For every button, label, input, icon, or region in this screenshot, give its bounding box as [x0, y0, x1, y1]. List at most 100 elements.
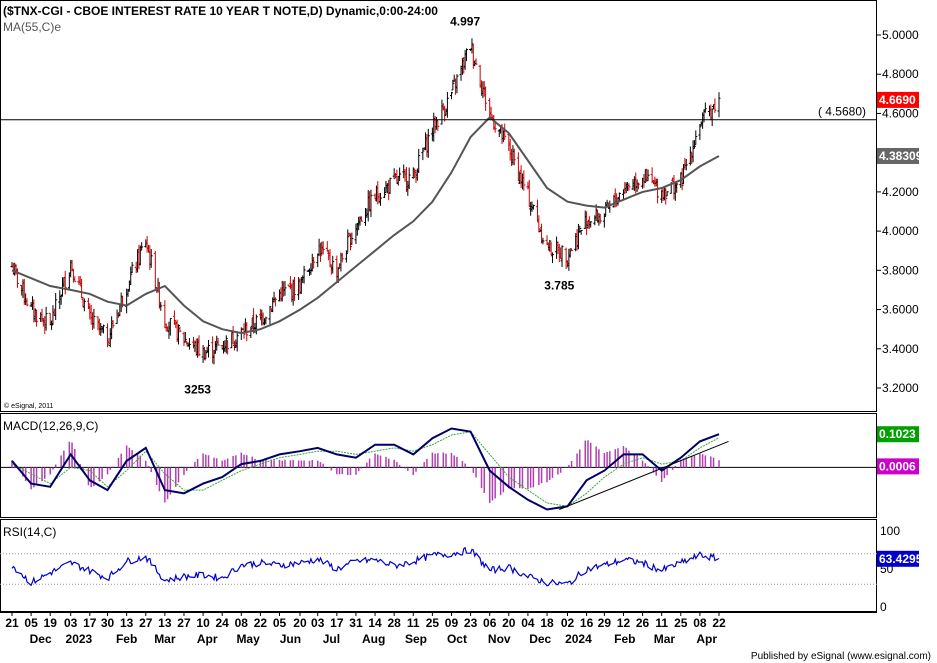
price-bar [548, 239, 552, 252]
x-day-label: 28 [387, 616, 401, 630]
price-bar [531, 204, 535, 210]
price-bar [713, 98, 717, 113]
macd-panel-title: MACD(12,26,9,C) [3, 419, 98, 433]
price-bar [675, 182, 679, 193]
price-annotation: 3253 [184, 383, 211, 397]
price-tick-label: 3.2000 [882, 381, 919, 395]
price-bar [665, 191, 669, 197]
macd-signal-line [11, 431, 720, 507]
x-day-label: 23 [464, 616, 478, 630]
x-day-label: 27 [139, 616, 153, 630]
x-day-label: 04 [521, 616, 535, 630]
price-bar [369, 189, 373, 218]
price-bar [224, 335, 228, 354]
price-bar [283, 281, 287, 296]
x-day-label: 22 [254, 616, 268, 630]
price-bar [656, 178, 660, 204]
x-day-label: 03 [64, 616, 78, 630]
x-axis: 21 05 19 03 17 30 13 27 13 27 10 24 08 22 05 20 03 17 31 14… [5, 612, 726, 646]
price-bar [183, 331, 187, 343]
price-bar [570, 248, 574, 252]
rsi-tick-label: 0 [880, 600, 887, 614]
price-bar [426, 128, 430, 158]
price-bar [235, 331, 239, 352]
price-tick-label: 4.0000 [882, 224, 919, 238]
price-annotation: 4.997 [450, 15, 480, 29]
ma-label: MA(55,C)e [3, 20, 61, 34]
price-bar [489, 106, 493, 119]
x-month-label: Aug [362, 632, 385, 646]
price-bars [10, 38, 721, 365]
x-month-label: Dec [30, 632, 52, 646]
price-bar [698, 124, 702, 141]
price-bar [44, 306, 48, 331]
price-bar [129, 266, 133, 286]
x-month-label: Dec [529, 632, 551, 646]
price-bar [140, 242, 144, 251]
x-day-label: 29 [598, 616, 612, 630]
x-day-label: 08 [693, 616, 707, 630]
x-day-label: 14 [368, 616, 382, 630]
price-panel [0, 0, 877, 412]
macd-value-tag: 0.1023 [879, 427, 916, 441]
x-day-label: 06 [483, 616, 497, 630]
ma-55-line [11, 116, 720, 335]
price-bar [273, 297, 277, 307]
price-bar [627, 183, 631, 191]
rsi-panel-title: RSI(14,C) [3, 525, 56, 539]
price-bar [149, 249, 153, 268]
x-day-label: 31 [349, 616, 363, 630]
x-day-label: 26 [636, 616, 650, 630]
price-bar [589, 221, 593, 228]
price-bar [598, 213, 602, 224]
x-month-label: May [236, 632, 260, 646]
x-month-label: 2024 [565, 632, 592, 646]
macd-trendline [559, 440, 729, 510]
price-bar [350, 232, 354, 245]
price-bar [321, 241, 325, 255]
price-tick-label: 4.8000 [882, 67, 919, 81]
price-bar [249, 327, 253, 338]
last-price-tag-bg [877, 91, 919, 108]
chart-title: ($TNX-CGI - CBOE INTEREST RATE 10 YEAR T… [3, 4, 438, 18]
price-bar [226, 340, 230, 355]
x-day-label: 27 [177, 616, 191, 630]
copyright-text: © eSignal, 2011 [4, 402, 54, 410]
x-day-label: 13 [158, 616, 172, 630]
price-bar [445, 91, 449, 118]
price-bar [318, 242, 322, 262]
price-bar [177, 324, 181, 345]
price-bar [421, 147, 425, 161]
price-bar [178, 326, 182, 333]
price-bar [493, 122, 497, 133]
price-bar [379, 192, 383, 206]
x-month-label: Sep [405, 632, 427, 646]
price-bar [541, 237, 545, 245]
histogram-value-tag-bg [877, 458, 919, 475]
x-month-label: Jul [323, 632, 340, 646]
x-month-label: 2023 [66, 632, 93, 646]
price-bar [484, 86, 488, 111]
rsi-panel [0, 519, 877, 612]
price-tick-label: 4.2000 [882, 185, 919, 199]
price-bar [35, 309, 39, 327]
price-bar [187, 338, 191, 350]
price-bar [331, 255, 335, 274]
price-bar [130, 262, 134, 273]
ma-value-tag-bg [877, 147, 919, 164]
price-bar [346, 229, 350, 253]
x-day-label: 10 [196, 616, 210, 630]
price-bar [82, 298, 86, 312]
price-bar [717, 92, 721, 118]
price-tick-label: 3.6000 [882, 303, 919, 317]
price-bar [359, 216, 363, 222]
price-bar [106, 323, 110, 348]
x-day-label: 21 [5, 616, 19, 630]
price-bar [254, 314, 258, 335]
price-bar [101, 324, 105, 334]
price-bar [312, 257, 316, 269]
price-bar [602, 213, 606, 228]
x-day-label: 11 [407, 616, 420, 630]
price-bar [550, 252, 554, 264]
